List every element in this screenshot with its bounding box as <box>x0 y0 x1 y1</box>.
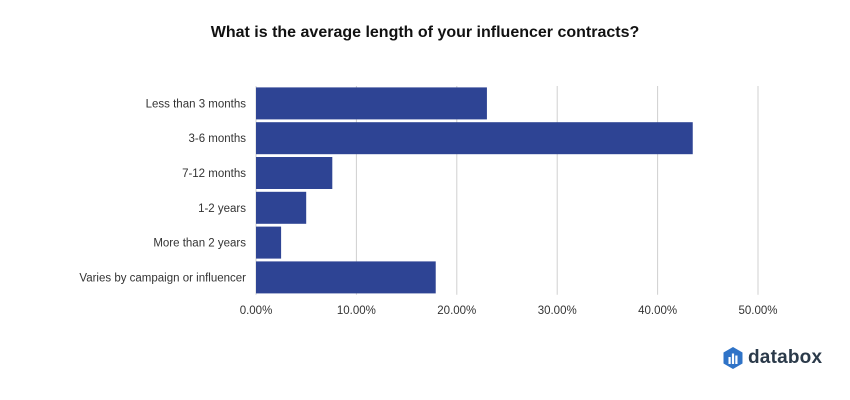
tick-labels: 0.00% 10.00% 20.00% 30.00% 40.00% 50.00% <box>240 305 778 317</box>
category-label-1: 3-6 months <box>188 133 246 145</box>
bar-1 <box>256 122 693 155</box>
category-labels: Less than 3 months 3-6 months 7-12 months 1… <box>79 98 246 284</box>
brand-name: databox <box>748 347 823 368</box>
bar-0 <box>256 87 487 120</box>
category-label-2: 7-12 months <box>182 168 246 180</box>
x-tick-label-0: 0.00% <box>240 305 273 317</box>
bar-4 <box>256 226 282 259</box>
category-label-5: Varies by campaign or influencer <box>79 272 246 284</box>
bar-2 <box>256 157 333 189</box>
x-tick-label-3: 30.00% <box>538 305 577 317</box>
x-tick-label-4: 40.00% <box>638 305 677 317</box>
x-tick-label-5: 50.00% <box>738 305 777 317</box>
bar-3 <box>256 191 307 224</box>
category-label-0: Less than 3 months <box>146 98 247 110</box>
bars <box>256 87 693 294</box>
chart-title: What is the average length of your influ… <box>210 24 640 41</box>
gridlines <box>255 86 759 295</box>
x-tick-label-1: 10.00% <box>337 305 376 317</box>
category-label-3: 1-2 years <box>198 203 246 215</box>
databox-logo-icon <box>723 347 743 369</box>
x-tick-label-2: 20.00% <box>437 305 476 317</box>
category-label-4: More than 2 years <box>153 238 246 250</box>
bar-5 <box>256 261 436 294</box>
brand-logo: databox <box>722 346 822 370</box>
